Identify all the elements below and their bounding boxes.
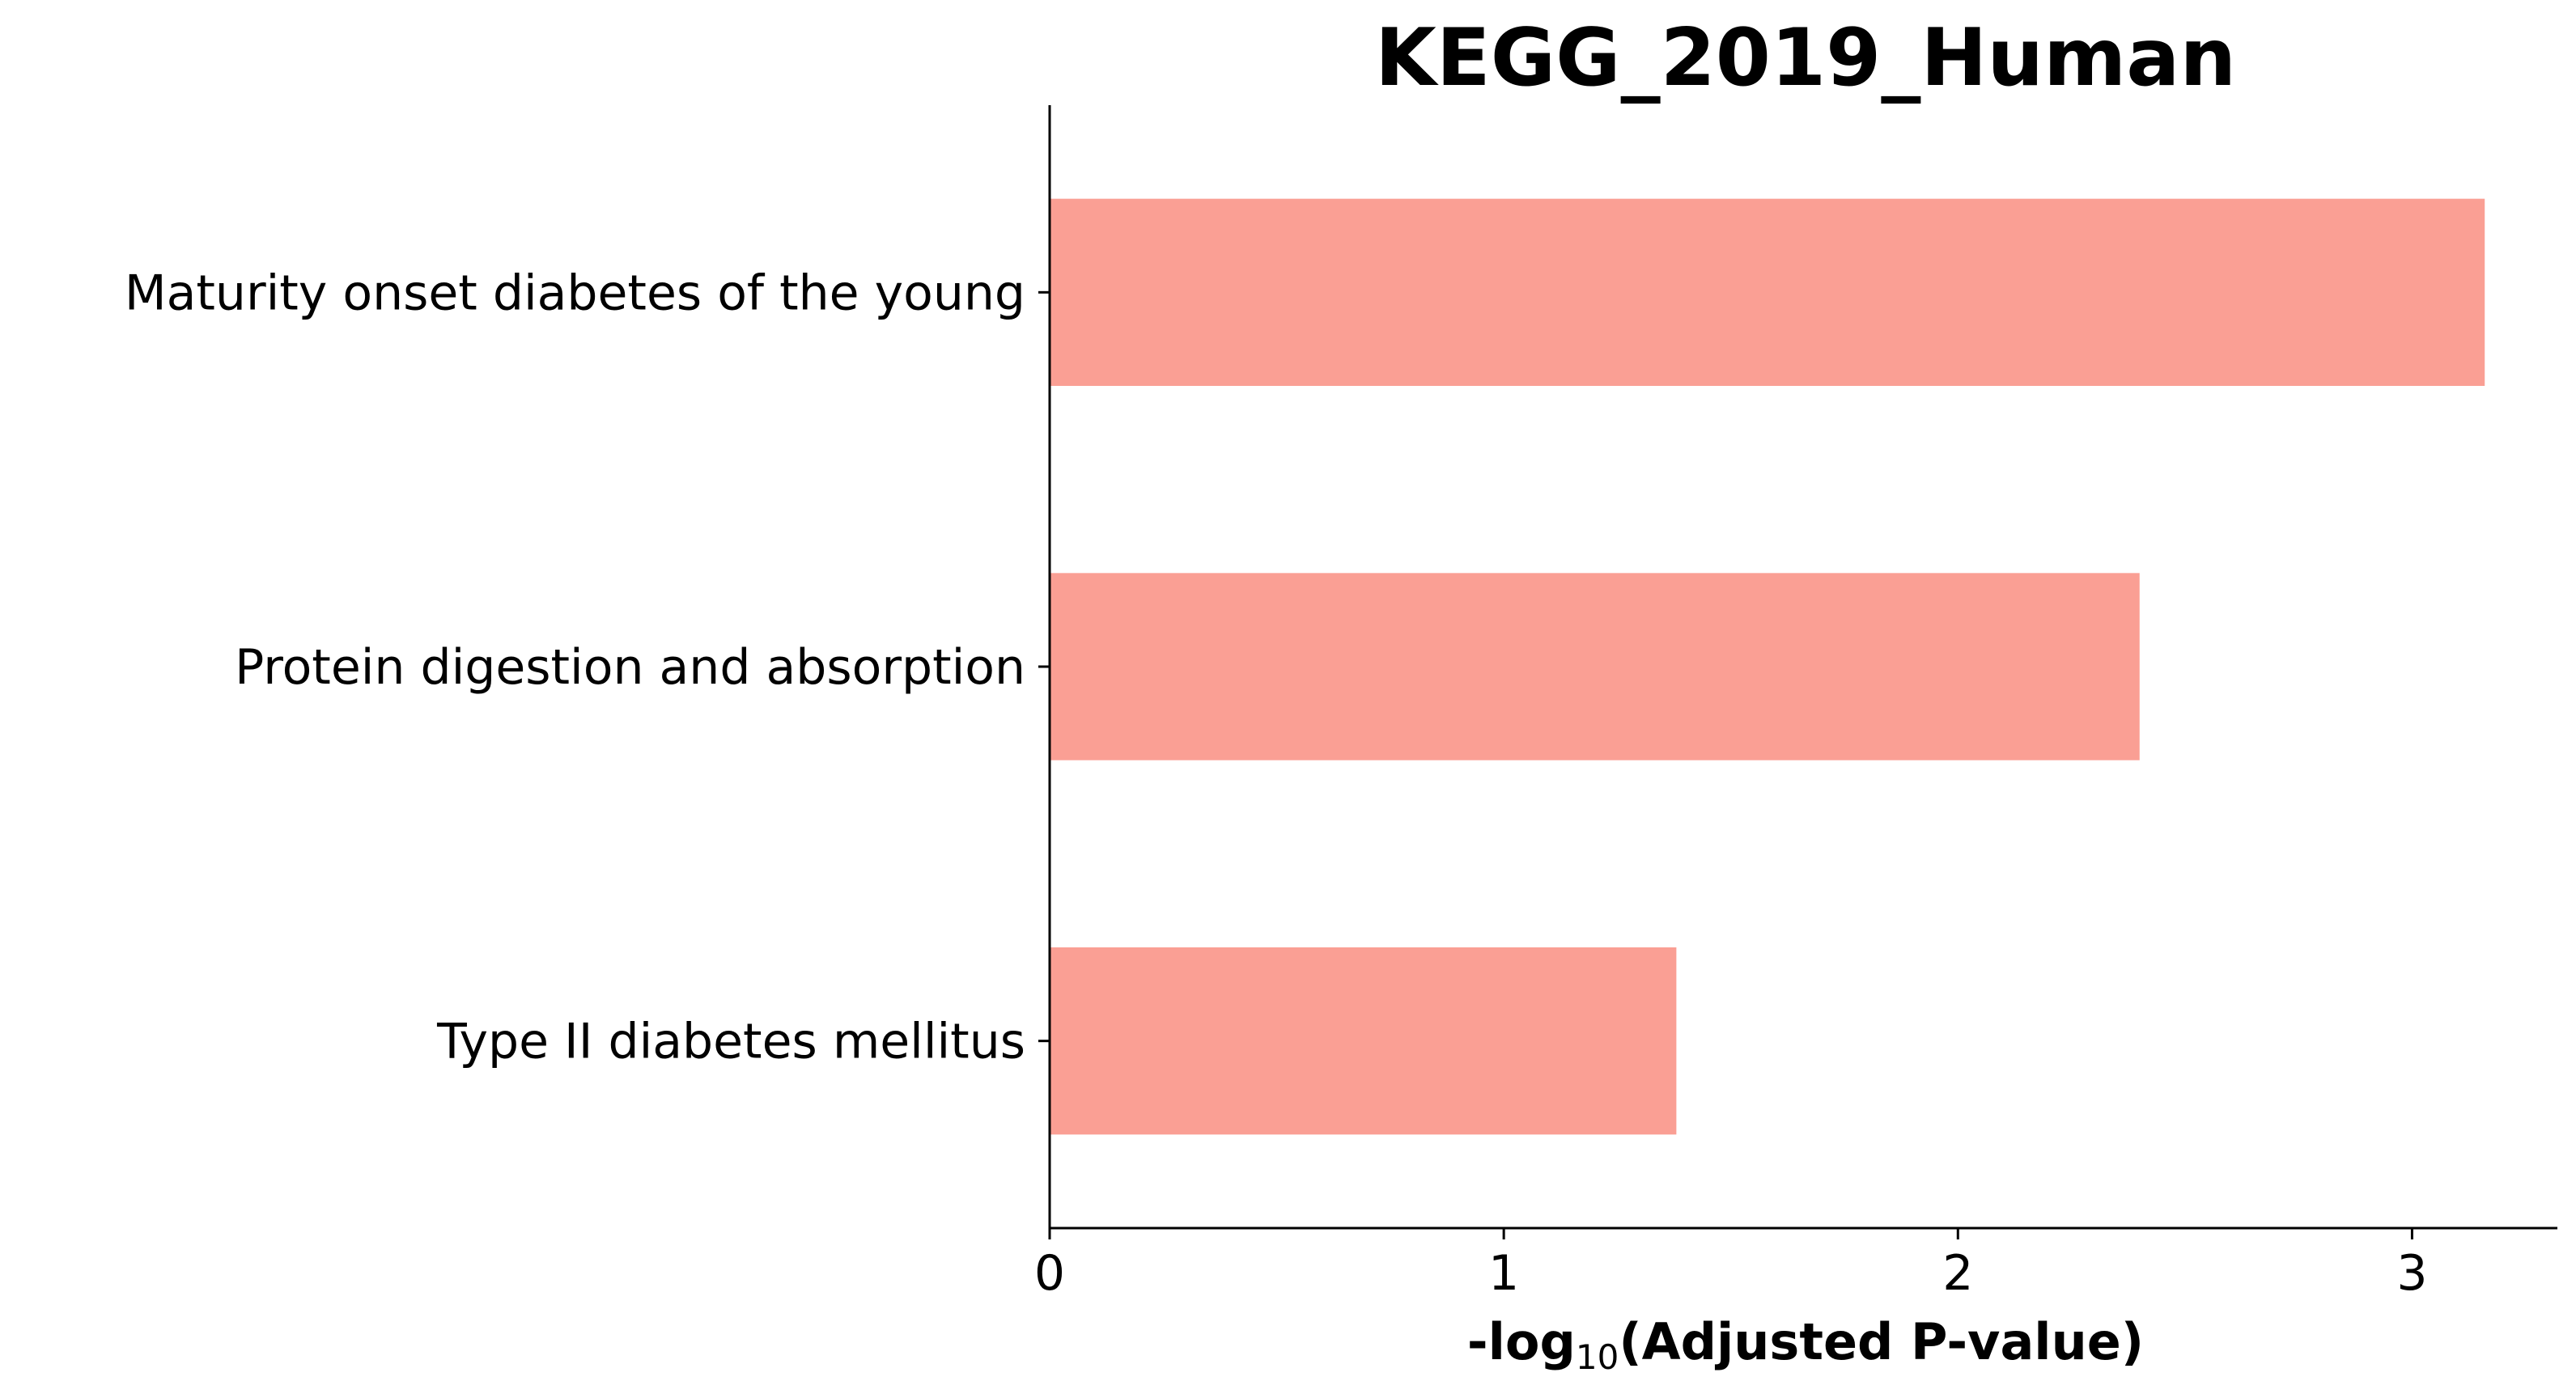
y-axis: Maturity onset diabetes of the young Prot… — [125, 105, 1051, 1228]
x-tick-label: 2 — [1942, 1245, 1973, 1302]
x-axis-label-subscript: 10 — [1576, 1337, 1619, 1377]
category-label: Maturity onset diabetes of the young — [125, 265, 1025, 321]
bar — [1050, 573, 2140, 760]
x-axis-label: -log10(Adjusted P-value) — [1467, 1312, 2144, 1377]
category-label: Type II diabetes mellitus — [436, 1014, 1025, 1070]
x-axis: 0 1 2 3 — [1034, 1226, 2557, 1302]
bars-group — [1050, 198, 2485, 1135]
x-tick-label: 3 — [2396, 1245, 2427, 1302]
chart-title: KEGG_2019_Human — [1375, 12, 2236, 104]
x-tick-label: 1 — [1488, 1245, 1519, 1302]
bar — [1050, 198, 2485, 386]
x-tick-label: 0 — [1034, 1245, 1065, 1302]
x-axis-label-prefix: -log — [1467, 1312, 1576, 1371]
category-label: Protein digestion and absorption — [235, 639, 1025, 696]
x-axis-label-suffix: (Adjusted P-value) — [1619, 1312, 2144, 1371]
bar — [1050, 947, 1677, 1135]
